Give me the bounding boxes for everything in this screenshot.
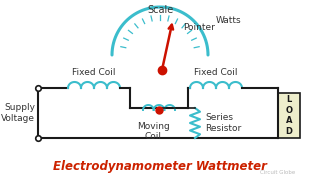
Text: Fixed Coil: Fixed Coil (194, 68, 238, 77)
Text: Circuit Globe: Circuit Globe (260, 170, 295, 175)
Text: Electrodynamometer Wattmeter: Electrodynamometer Wattmeter (53, 160, 267, 173)
Text: Pointer: Pointer (183, 23, 215, 32)
Text: Scale: Scale (147, 5, 173, 15)
Text: Series
Resistor: Series Resistor (205, 113, 241, 133)
Text: Fixed Coil: Fixed Coil (72, 68, 116, 77)
Text: Watts: Watts (216, 16, 242, 25)
Text: Moving
Coil: Moving Coil (137, 122, 169, 141)
Text: L
O
A
D: L O A D (285, 95, 292, 136)
Bar (278, 93, 300, 138)
Text: Supply
Voltage: Supply Voltage (1, 103, 35, 123)
